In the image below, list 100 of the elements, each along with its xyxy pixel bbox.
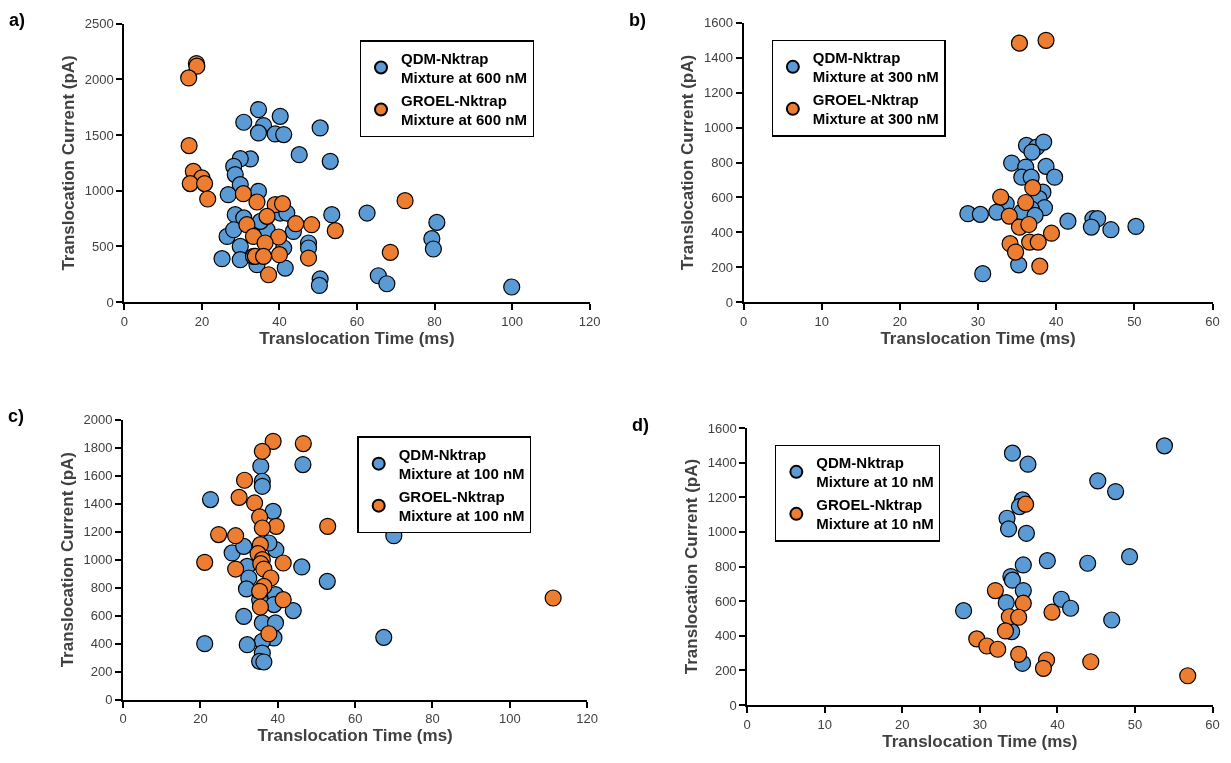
point: [276, 259, 294, 277]
point: [1003, 444, 1022, 462]
point: [1017, 495, 1035, 513]
point: [503, 278, 521, 296]
point: [235, 471, 254, 489]
point: [1042, 224, 1061, 242]
point: [1155, 437, 1174, 455]
point: [267, 517, 285, 535]
point: [1006, 243, 1025, 261]
point: [234, 185, 252, 203]
y-tick-label: 1600: [707, 420, 737, 436]
point: [225, 221, 243, 239]
point: [974, 265, 992, 283]
point: [230, 488, 248, 506]
x-tick-label: 40: [272, 313, 287, 329]
x-tick-label: 100: [501, 313, 523, 329]
point: [252, 457, 270, 475]
point: [1003, 154, 1021, 172]
point: [996, 622, 1015, 640]
x-axis-title: Translocation Time (ms): [257, 726, 453, 746]
point: [287, 215, 305, 233]
chart-title: b): [629, 10, 646, 30]
y-tick-label: 1800: [83, 440, 113, 456]
point: [1037, 31, 1055, 49]
point: [1000, 207, 1018, 225]
point: [180, 69, 198, 87]
x-tick-label: 20: [194, 313, 210, 329]
x-tick-label: 80: [425, 711, 440, 727]
point: [1127, 217, 1145, 235]
y-tick-label: 1600: [83, 468, 113, 484]
legend-label: GROEL-Nktrap Mixture at 300 nM: [812, 90, 939, 128]
point: [381, 243, 399, 261]
y-tick-label: 2000: [83, 412, 113, 428]
legend-label: QDM-Nktrap Mixture at 600 nM: [401, 49, 527, 87]
point: [1029, 233, 1047, 251]
y-tick-label: 1000: [704, 120, 733, 136]
point: [311, 119, 329, 137]
x-tick-label: 60: [1205, 716, 1220, 732]
point: [284, 602, 302, 620]
point: [227, 527, 245, 545]
x-tick-label: 10: [814, 313, 829, 329]
point: [196, 553, 214, 571]
point: [428, 213, 446, 231]
x-tick-label: 80: [427, 313, 442, 329]
point: [273, 195, 292, 213]
point: [1059, 212, 1077, 230]
point: [999, 520, 1018, 538]
point: [181, 175, 199, 193]
x-tick-label: 30: [972, 716, 988, 732]
point: [293, 558, 311, 576]
x-tick-label: 20: [892, 313, 908, 329]
point: [310, 276, 328, 295]
y-tick-label: 600: [90, 608, 113, 624]
legend-label: GROEL-Nktrap Mixture at 10 nM: [816, 495, 934, 533]
y-tick-label: 800: [711, 155, 733, 171]
x-tick-label: 40: [1050, 716, 1065, 732]
point: [1010, 608, 1028, 626]
y-tick-label: 600: [714, 593, 737, 609]
y-tick-label: 200: [714, 662, 737, 678]
y-tick-label: 0: [105, 692, 113, 708]
point: [303, 216, 321, 234]
x-tick-label: 30: [970, 313, 986, 329]
point: [196, 635, 214, 653]
point: [1103, 611, 1121, 629]
point: [253, 442, 271, 460]
point: [227, 560, 245, 578]
legend-label: GROEL-Nktrap Mixture at 100 nM: [398, 487, 525, 525]
y-tick-label: 1600: [704, 15, 733, 31]
x-axis-title: Translocation Time (ms): [882, 731, 1078, 751]
point: [251, 582, 269, 600]
y-axis-title: Translocation Current (pA): [678, 54, 698, 271]
y-tick-label: 1400: [83, 496, 113, 512]
y-axis-title: Translocation Current (pA): [57, 451, 77, 668]
point: [253, 477, 271, 495]
y-tick-label: 1500: [84, 127, 114, 143]
point: [1024, 179, 1042, 197]
x-tick-label: 120: [578, 313, 601, 329]
point: [971, 205, 989, 223]
point: [954, 602, 973, 620]
y-tick-label: 1000: [707, 524, 737, 540]
x-axis-title: Translocation Time (ms): [259, 328, 455, 348]
x-tick-label: 0: [739, 313, 748, 329]
point: [270, 246, 289, 264]
point: [264, 432, 282, 450]
x-tick-label: 0: [120, 313, 128, 329]
point: [989, 640, 1007, 658]
point: [1014, 594, 1032, 612]
chart-title: c): [8, 406, 25, 426]
chart-title: d): [632, 415, 649, 435]
y-tick-label: 0: [106, 294, 114, 310]
point: [1082, 218, 1100, 236]
y-tick-label: 400: [711, 224, 733, 240]
point: [235, 113, 253, 131]
y-tick-label: 0: [725, 294, 733, 310]
y-tick-label: 400: [714, 628, 737, 644]
point: [1034, 659, 1053, 677]
point: [251, 598, 269, 616]
point: [1046, 168, 1064, 186]
point: [1019, 455, 1037, 473]
x-tick-label: 60: [1205, 313, 1220, 329]
